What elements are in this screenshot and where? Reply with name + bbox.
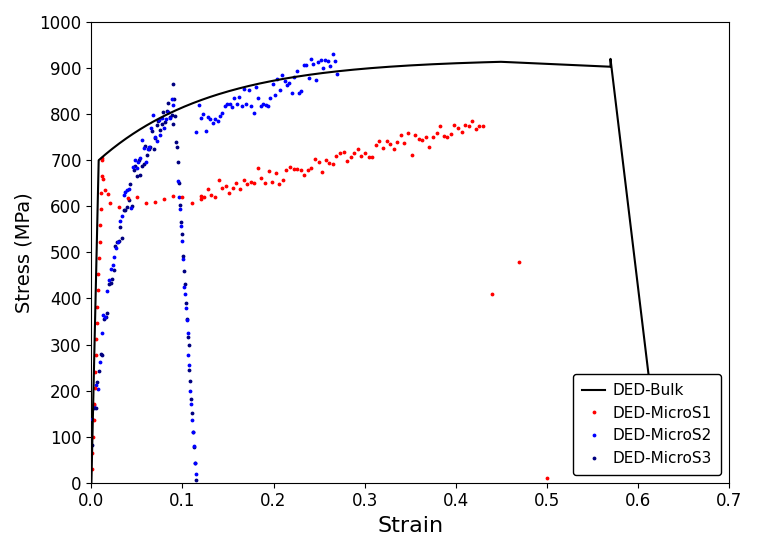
Line: DED-Bulk: DED-Bulk — [92, 59, 656, 483]
DED-Bulk — [378, 64, 388, 71]
DED-MicroS3 — [177, 230, 186, 237]
DED-MicroS2 — [88, 415, 97, 422]
DED-MicroS1 — [393, 139, 402, 145]
DED-MicroS1 — [95, 255, 104, 261]
DED-MicroS2 — [333, 71, 342, 77]
DED-MicroS1 — [400, 139, 409, 146]
Line: DED-MicroS3: DED-MicroS3 — [90, 82, 198, 483]
DED-Bulk — [335, 68, 344, 74]
DED-Bulk — [413, 62, 422, 68]
DED-MicroS3 — [192, 477, 201, 483]
DED-MicroS1 — [468, 117, 477, 124]
DED-Bulk — [87, 479, 96, 486]
Y-axis label: Stress (MPa): Stress (MPa) — [15, 192, 34, 313]
DED-MicroS1 — [360, 150, 369, 156]
DED-MicroS1 — [214, 177, 223, 183]
DED-MicroS3 — [176, 201, 185, 208]
DED-MicroS2 — [288, 89, 297, 96]
DED-MicroS3 — [185, 366, 194, 373]
DED-MicroS2 — [147, 124, 156, 131]
DED-MicroS2 — [192, 471, 201, 478]
DED-MicroS1 — [87, 466, 96, 473]
DED-MicroS3 — [179, 252, 188, 259]
DED-MicroS2 — [328, 51, 337, 57]
DED-MicroS1 — [542, 475, 551, 482]
Legend: DED-Bulk, DED-MicroS1, DED-MicroS2, DED-MicroS3: DED-Bulk, DED-MicroS1, DED-MicroS2, DED-… — [573, 374, 721, 475]
DED-MicroS2 — [294, 89, 304, 96]
DED-Bulk — [630, 251, 639, 257]
DED-MicroS2 — [223, 100, 232, 107]
DED-MicroS2 — [316, 56, 325, 63]
DED-MicroS3 — [88, 441, 97, 448]
DED-MicroS3 — [169, 81, 178, 88]
DED-Bulk — [606, 56, 615, 62]
Line: DED-MicroS2: DED-MicroS2 — [90, 52, 340, 477]
DED-MicroS3 — [98, 352, 107, 358]
DED-MicroS2 — [142, 159, 151, 165]
X-axis label: Strain: Strain — [377, 516, 443, 536]
DED-Bulk — [219, 89, 228, 96]
DED-Bulk — [645, 381, 654, 388]
Line: DED-MicroS1: DED-MicroS1 — [89, 118, 549, 480]
DED-Bulk — [652, 433, 661, 440]
DED-MicroS3 — [180, 281, 189, 288]
DED-MicroS1 — [105, 200, 114, 207]
